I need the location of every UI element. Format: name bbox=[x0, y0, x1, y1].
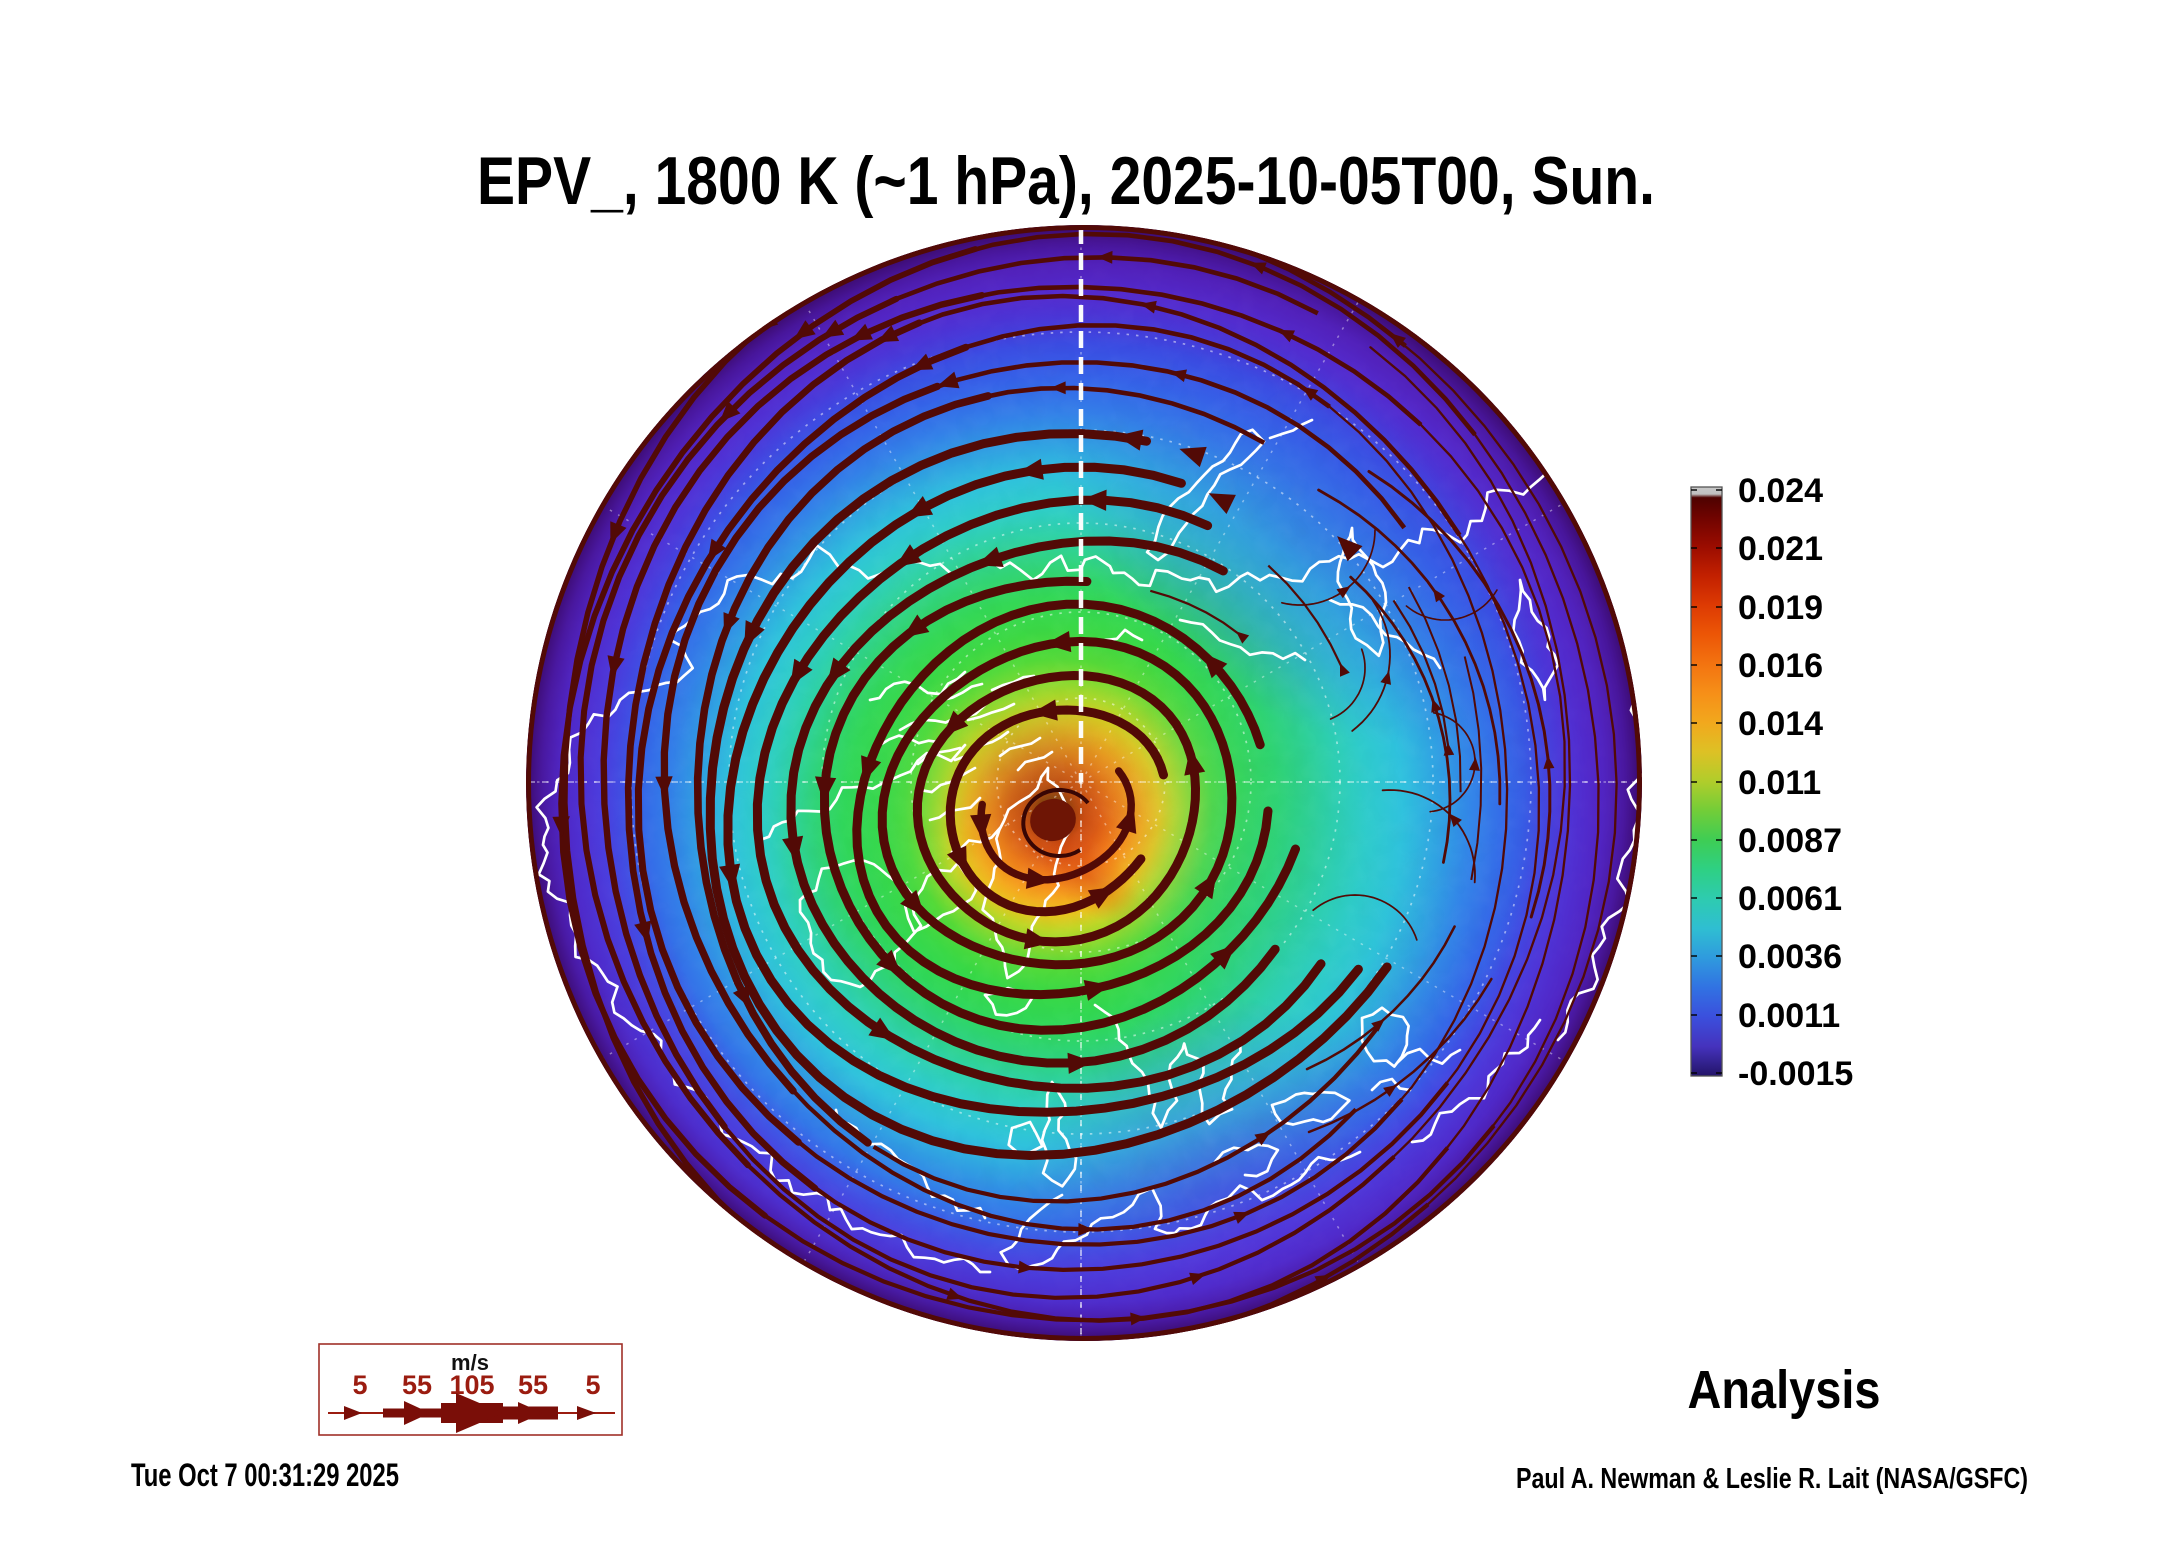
svg-text:0.0061: 0.0061 bbox=[1738, 880, 1842, 918]
svg-text:0.021: 0.021 bbox=[1738, 530, 1823, 568]
svg-text:0.024: 0.024 bbox=[1738, 472, 1823, 510]
svg-text:0.0036: 0.0036 bbox=[1738, 938, 1842, 976]
svg-text:0.0011: 0.0011 bbox=[1738, 997, 1840, 1035]
svg-text:5: 5 bbox=[352, 1370, 367, 1400]
svg-text:Paul A. Newman & Leslie R. Lai: Paul A. Newman & Leslie R. Lait (NASA/GS… bbox=[1516, 1463, 2028, 1495]
svg-text:Analysis: Analysis bbox=[1688, 1360, 1881, 1420]
svg-text:0.011: 0.011 bbox=[1738, 764, 1821, 802]
svg-text:0.016: 0.016 bbox=[1738, 647, 1823, 685]
svg-text:m/s: m/s bbox=[451, 1350, 489, 1375]
svg-text:0.0087: 0.0087 bbox=[1738, 822, 1842, 860]
svg-text:55: 55 bbox=[518, 1370, 548, 1400]
svg-text:EPV_, 1800 K (~1 hPa), 2025-10: EPV_, 1800 K (~1 hPa), 2025-10-05T00, Su… bbox=[477, 143, 1655, 219]
svg-text:Tue Oct 7 00:31:29 2025: Tue Oct 7 00:31:29 2025 bbox=[131, 1457, 399, 1493]
svg-text:-0.0015: -0.0015 bbox=[1738, 1055, 1853, 1093]
svg-text:0.014: 0.014 bbox=[1738, 705, 1823, 743]
svg-text:5: 5 bbox=[585, 1370, 600, 1400]
svg-text:55: 55 bbox=[402, 1370, 432, 1400]
svg-text:0.019: 0.019 bbox=[1738, 589, 1823, 627]
